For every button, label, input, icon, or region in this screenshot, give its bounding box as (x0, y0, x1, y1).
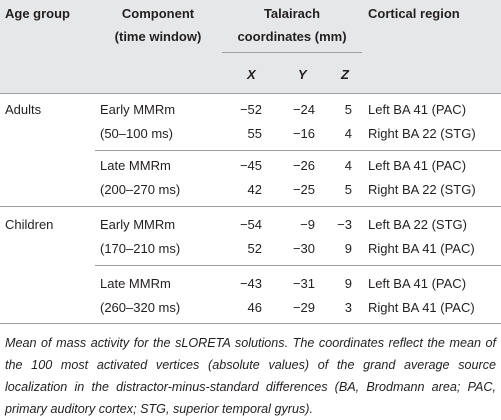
coordinate: 9 (344, 241, 352, 256)
coordinate: −54 (239, 217, 262, 232)
coordinate: −9 (300, 217, 315, 232)
axis-header: X (247, 67, 256, 82)
axis-header: Y (298, 67, 307, 82)
rule (95, 150, 501, 151)
cortical-region: Right BA 41 (PAC) (368, 241, 475, 256)
header-cell: Talairach (263, 6, 321, 21)
component: Late MMRm (100, 158, 171, 173)
cortical-region: Left BA 41 (PAC) (368, 102, 467, 117)
time-window: (260–320 ms) (100, 300, 181, 315)
rule (0, 323, 501, 324)
coordinate: −26 (292, 158, 315, 173)
coordinate: 52 (247, 241, 262, 256)
coordinate: −45 (239, 158, 262, 173)
coordinate: 5 (344, 102, 352, 117)
axis-header: Z (341, 67, 349, 82)
header-background (0, 0, 501, 93)
header-cell: coordinates (mm) (237, 29, 347, 44)
coordinate: 9 (344, 276, 352, 291)
coordinate: 46 (247, 300, 262, 315)
cortical-region: Right BA 41 (PAC) (368, 300, 475, 315)
time-window: (50–100 ms) (100, 126, 173, 141)
cortical-region: Right BA 22 (STG) (368, 126, 476, 141)
time-window: (200–270 ms) (100, 182, 181, 197)
age-group: Adults (5, 102, 42, 117)
caption: Mean of mass activity for the sLORETA so… (5, 336, 496, 416)
cortical-region: Right BA 22 (STG) (368, 182, 476, 197)
header-cell: Cortical region (368, 6, 460, 21)
coordinate: −3 (337, 217, 352, 232)
component: Early MMRm (100, 217, 176, 232)
coordinate: 42 (247, 182, 262, 197)
coordinate: −25 (292, 182, 315, 197)
coordinate: −43 (239, 276, 262, 291)
cortical-region: Left BA 41 (PAC) (368, 276, 467, 291)
coordinate: 4 (344, 126, 352, 141)
coordinate: 3 (344, 300, 352, 315)
coordinate: 5 (344, 182, 352, 197)
header-cell: Component (121, 6, 195, 21)
rule (0, 206, 501, 207)
coordinate: −30 (292, 241, 315, 256)
cortical-region: Left BA 22 (STG) (368, 217, 467, 232)
rule (0, 93, 501, 94)
age-group: Children (5, 217, 54, 232)
coordinate: −29 (292, 300, 315, 315)
coordinate: −31 (292, 276, 315, 291)
rule (95, 265, 501, 266)
header-cell: Age group (5, 6, 70, 21)
time-window: (170–210 ms) (100, 241, 181, 256)
rule (222, 52, 362, 53)
coordinate: −24 (292, 102, 315, 117)
coordinate: 4 (344, 158, 352, 173)
coordinate: −52 (239, 102, 262, 117)
coordinate: 55 (247, 126, 262, 141)
component: Early MMRm (100, 102, 176, 117)
coordinate: −16 (292, 126, 315, 141)
header-cell: (time window) (114, 29, 202, 44)
cortical-region: Left BA 41 (PAC) (368, 158, 467, 173)
component: Late MMRm (100, 276, 171, 291)
